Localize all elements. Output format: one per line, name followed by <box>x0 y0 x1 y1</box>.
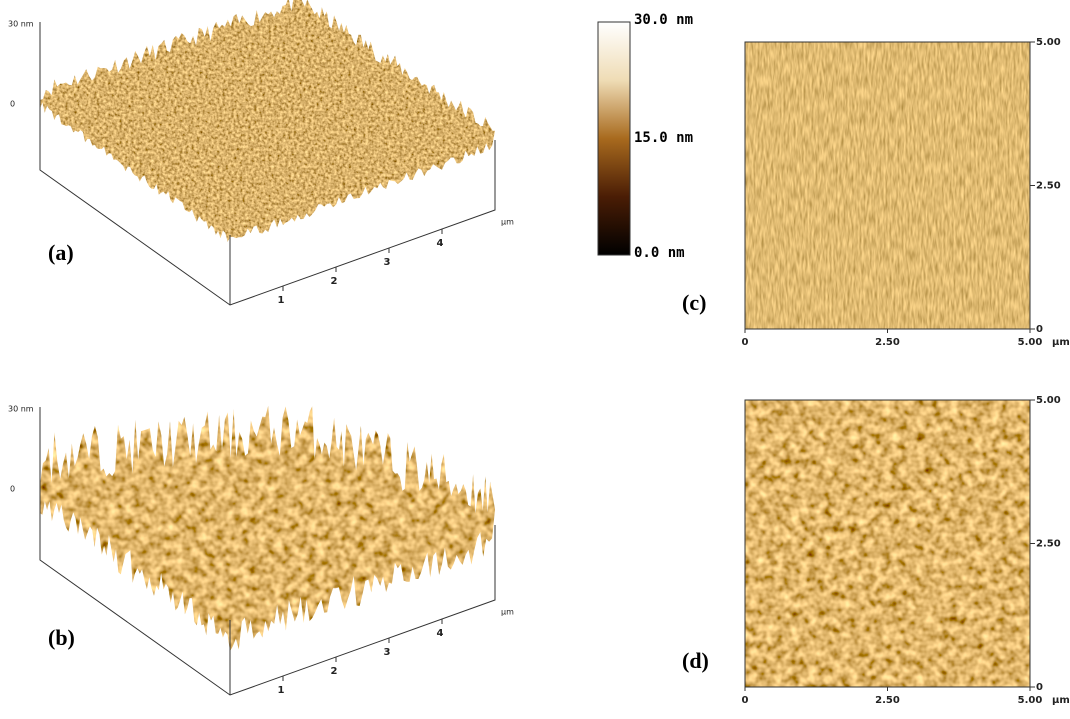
surface <box>40 0 495 242</box>
x-tick-label: 1 <box>278 685 285 696</box>
x-tick-label: 3 <box>384 257 391 268</box>
x-tick-label: 0 <box>742 337 749 348</box>
z-tick-label: 30 nm <box>8 20 34 29</box>
panel-label: (a) <box>48 240 74 265</box>
color-bar-label: 30.0 nm <box>634 12 693 28</box>
panel-label: (b) <box>48 625 75 650</box>
x-tick-label: 2 <box>331 276 338 287</box>
x-tick-label: 5.00 <box>1018 337 1043 348</box>
y-tick-label: 2.50 <box>1036 181 1061 192</box>
height-map <box>745 400 1030 687</box>
surface <box>40 405 495 652</box>
y-tick-label: 0 <box>1036 324 1043 335</box>
y-tick-label: 5.00 <box>1036 395 1061 406</box>
color-bar-label: 0.0 nm <box>634 245 685 261</box>
color-bar-gradient <box>597 21 631 256</box>
x-tick-label: 4 <box>437 238 444 249</box>
x-tick-label: 2.50 <box>875 337 900 348</box>
x-tick-label: 5.00 <box>1018 695 1043 706</box>
x-tick-label: 0 <box>742 695 749 706</box>
height-map <box>745 42 1030 329</box>
x-tick-label: 4 <box>437 628 444 639</box>
color-bar: 30.0 nm 15.0 nm 0.0 nm <box>597 12 693 261</box>
color-bar-label: 15.0 nm <box>634 130 693 146</box>
x-unit: µm <box>1052 337 1070 348</box>
y-tick-label: 0 <box>1036 682 1043 693</box>
y-tick-label: 2.50 <box>1036 539 1061 550</box>
z-tick-label: 30 nm <box>8 405 34 414</box>
y-tick-label: 5.00 <box>1036 37 1061 48</box>
x-tick-label: 1 <box>278 295 285 306</box>
z-tick-label: 0 <box>10 100 15 109</box>
surface-panels: 30 nm 0 1 2 3 4 µm (a) 30 nm 0 1 2 3 4 µm (b) <box>8 0 514 696</box>
x-unit: µm <box>501 608 514 617</box>
panel-label: (d) <box>682 648 709 673</box>
x-tick-label: 2.50 <box>875 695 900 706</box>
panel-label: (c) <box>682 290 706 315</box>
height-maps: 5.00 2.50 0 0 2.50 5.00 µm (c) 5.00 2.50 0 0 2.50 5.0… <box>682 37 1070 706</box>
x-unit: µm <box>501 218 514 227</box>
x-tick-label: 3 <box>384 647 391 658</box>
z-tick-label: 0 <box>10 485 15 494</box>
x-unit: µm <box>1052 695 1070 706</box>
x-tick-label: 2 <box>331 666 338 677</box>
